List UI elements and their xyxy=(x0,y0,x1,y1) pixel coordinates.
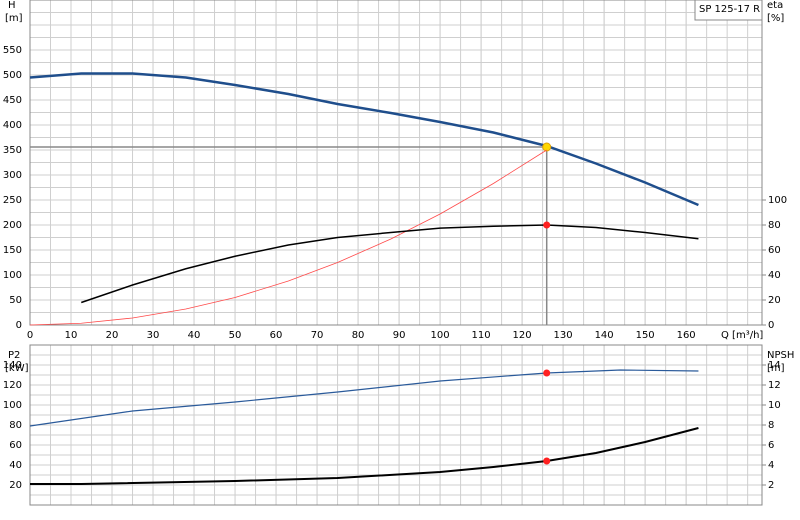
y2-tick-label: 4 xyxy=(768,460,774,471)
y-tick-label: 100 xyxy=(3,400,22,411)
x-tick-label: 70 xyxy=(311,330,324,341)
x-tick-label: 0 xyxy=(27,330,33,341)
y-tick-label: 50 xyxy=(9,295,22,306)
x-tick-label: 130 xyxy=(554,330,573,341)
curve xyxy=(29,369,699,427)
x-tick-label: 10 xyxy=(65,330,78,341)
curve xyxy=(81,224,699,304)
y-tick-label: 300 xyxy=(3,170,22,181)
x-tick-label: 150 xyxy=(636,330,655,341)
duty-point xyxy=(543,369,551,377)
y2-tick-label: 14 xyxy=(768,360,781,371)
y2-tick-label: 60 xyxy=(768,245,781,256)
y2-tick-label: 20 xyxy=(768,295,781,306)
duty-point xyxy=(543,221,551,229)
y-tick-label: 400 xyxy=(3,120,22,131)
y-tick-label: 550 xyxy=(3,45,22,56)
x-tick-label: 50 xyxy=(229,330,242,341)
y2-tick-label: 40 xyxy=(768,270,781,281)
y2-axis-unit: [m] xyxy=(767,363,785,374)
y-axis-label: P2 xyxy=(8,350,20,361)
y-tick-label: 450 xyxy=(3,95,22,106)
y-axis-unit: [m] xyxy=(5,13,23,24)
y-tick-label: 500 xyxy=(3,70,22,81)
x-tick-label: 20 xyxy=(106,330,119,341)
x-axis-label: Q [m³/h] xyxy=(721,330,763,341)
y-tick-label: 0 xyxy=(16,320,22,331)
y2-tick-label: 10 xyxy=(768,400,781,411)
y2-tick-label: 80 xyxy=(768,220,781,231)
y-tick-label: 80 xyxy=(9,420,22,431)
x-tick-label: 30 xyxy=(147,330,160,341)
duty-point xyxy=(542,142,552,152)
x-tick-label: 140 xyxy=(595,330,614,341)
x-tick-label: 80 xyxy=(352,330,365,341)
y2-axis-unit: [%] xyxy=(767,13,784,24)
x-tick-label: 40 xyxy=(188,330,201,341)
y-tick-label: 120 xyxy=(3,380,22,391)
legend-label: SP 125-17 R xyxy=(699,4,760,15)
y-axis-unit: [kW] xyxy=(5,363,29,374)
x-tick-label: 120 xyxy=(513,330,532,341)
y2-tick-label: 12 xyxy=(768,380,781,391)
y2-tick-label: 6 xyxy=(768,440,774,451)
y2-axis-label: NPSH xyxy=(767,350,794,361)
x-tick-label: 90 xyxy=(393,330,406,341)
y-tick-label: 350 xyxy=(3,145,22,156)
y2-axis-label: eta xyxy=(767,0,783,11)
y-tick-label: 40 xyxy=(9,460,22,471)
curve xyxy=(29,72,699,207)
x-tick-label: 110 xyxy=(472,330,491,341)
y-tick-label: 100 xyxy=(3,270,22,281)
y2-tick-label: 0 xyxy=(768,320,774,331)
y2-tick-label: 2 xyxy=(768,480,774,491)
plot-frame xyxy=(29,0,763,326)
curve xyxy=(29,149,547,326)
y-tick-label: 200 xyxy=(3,220,22,231)
legend-box xyxy=(694,0,763,21)
curve xyxy=(30,427,699,485)
y2-tick-label: 8 xyxy=(768,420,774,431)
y-tick-label: 60 xyxy=(9,440,22,451)
y2-tick-label: 100 xyxy=(768,195,787,206)
y-tick-label: 20 xyxy=(9,480,22,491)
y-axis-label: H xyxy=(8,0,16,11)
y-tick-label: 150 xyxy=(3,245,22,256)
y-tick-label: 140 xyxy=(3,360,22,371)
x-tick-label: 60 xyxy=(270,330,283,341)
x-tick-label: 160 xyxy=(677,330,696,341)
duty-point xyxy=(543,457,551,465)
y-tick-label: 250 xyxy=(3,195,22,206)
x-tick-label: 100 xyxy=(431,330,450,341)
